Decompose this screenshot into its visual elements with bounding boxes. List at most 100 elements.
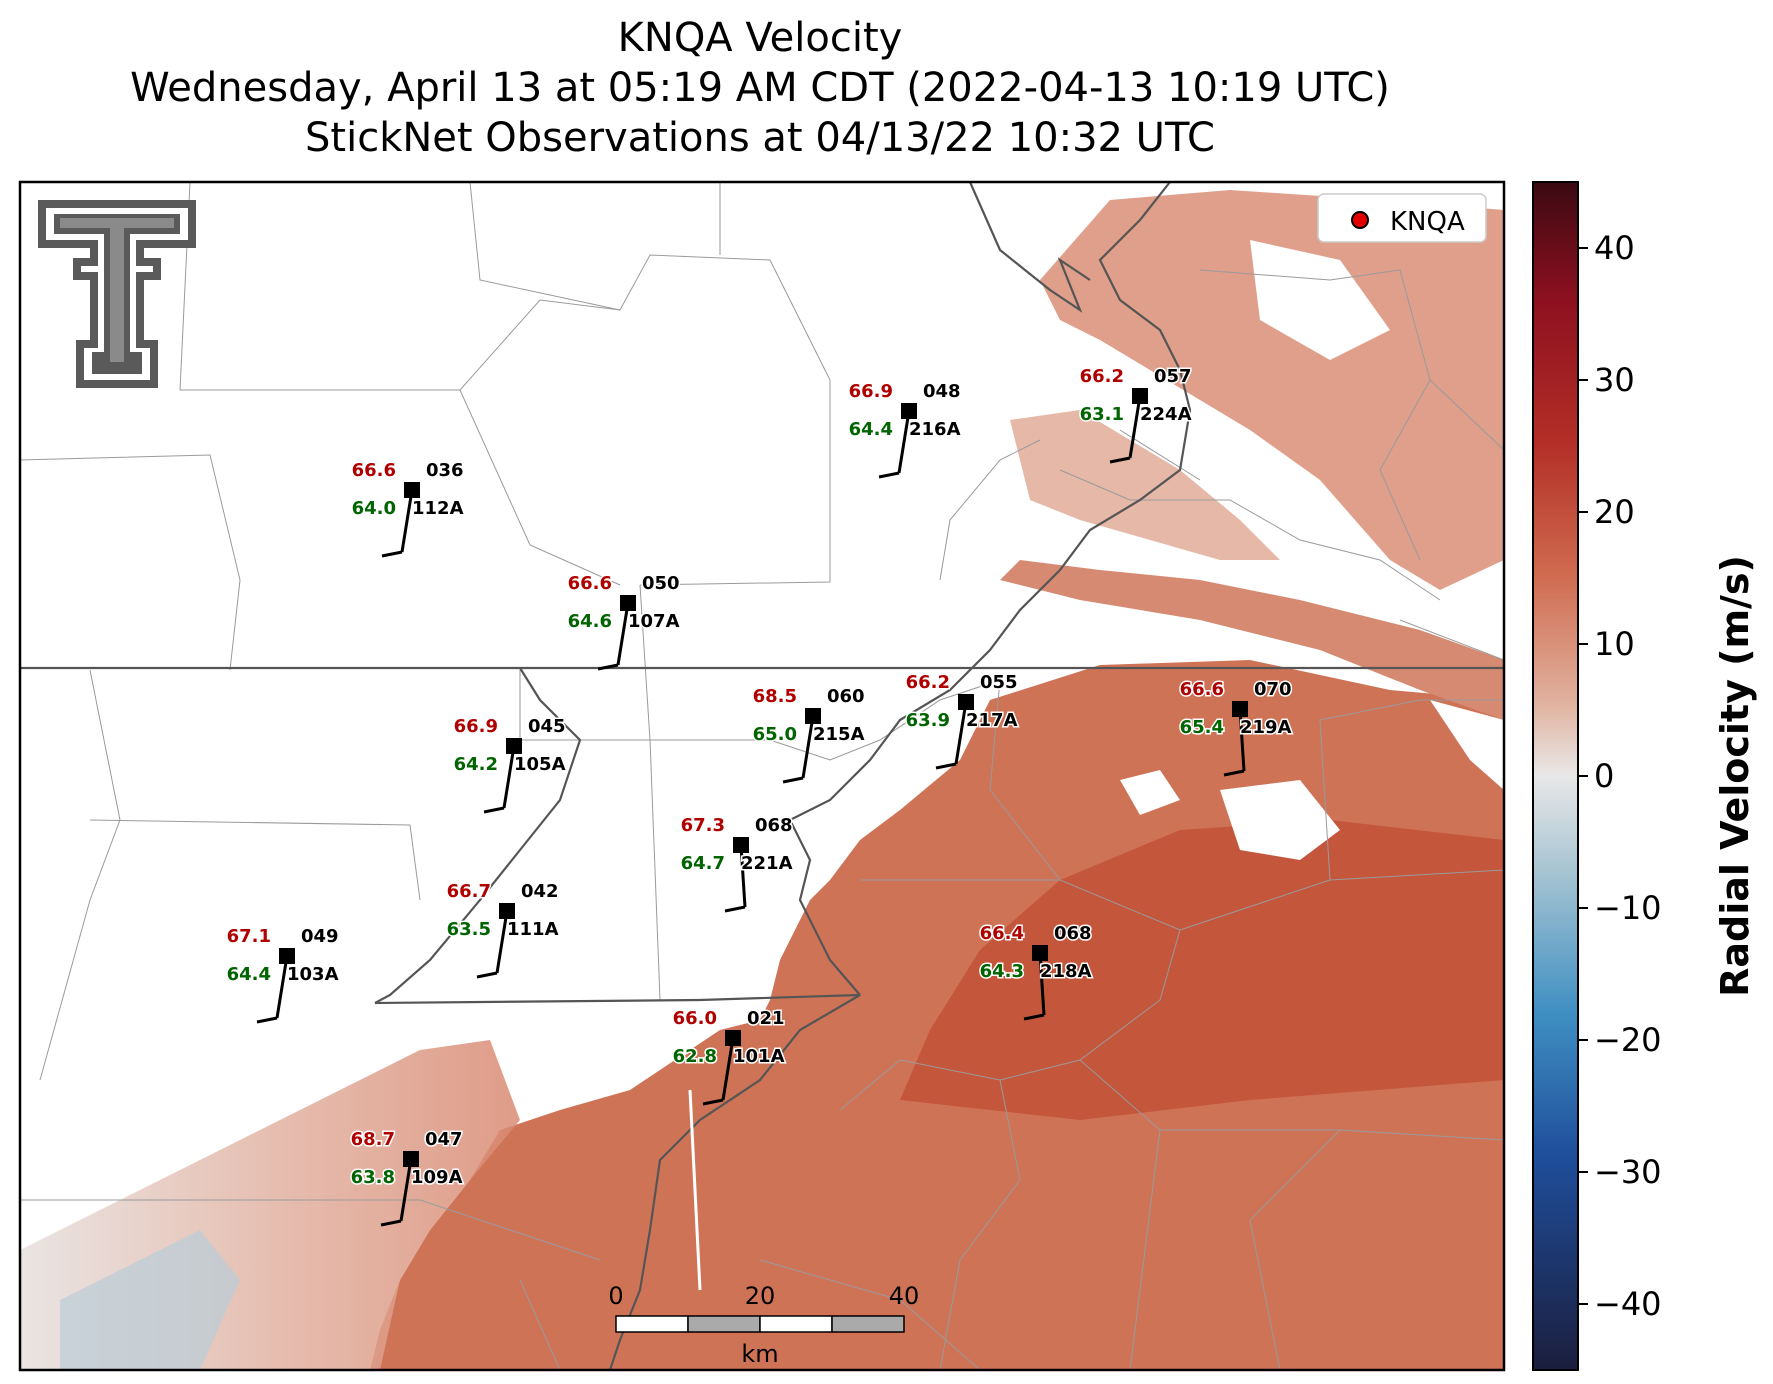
station-dewpoint: 63.9 (906, 710, 950, 731)
echo-gap (1430, 700, 1504, 790)
scale-label-0: 0 (608, 1282, 623, 1310)
station-dewpoint: 64.7 (681, 853, 725, 874)
title-line-2: Wednesday, April 13 at 05:19 AM CDT (202… (130, 65, 1390, 111)
station-219A: 66.6 070 65.4 219A (1178, 678, 1293, 777)
scale-label-40: 40 (889, 1282, 920, 1310)
station-dewpoint: 65.4 (1180, 717, 1224, 738)
station-id: 112A (412, 498, 464, 519)
station-temperature: 67.3 (681, 815, 725, 836)
wind-barb-flag (597, 663, 619, 671)
colorbar: 40 30 20 10 0 −10 −20 −30 −40 Radial Velocity (m… (1532, 181, 1757, 1371)
wind-barb-staff (721, 1037, 735, 1101)
velocity-echo-north (1010, 410, 1280, 560)
station-id: 224A (1140, 404, 1192, 425)
station-wind-direction: 042 (521, 881, 559, 902)
station-marker (506, 738, 522, 754)
station-temperature: 66.0 (673, 1008, 717, 1029)
wind-barb-staff (897, 410, 911, 474)
station-107A: 66.6 050 64.6 107A (566, 572, 681, 671)
scale-unit: km (741, 1340, 778, 1368)
station-id: 101A (733, 1046, 785, 1067)
colorbar-tick-label: 40 (1594, 229, 1635, 267)
station-221A: 67.3 068 64.7 221A (679, 814, 794, 913)
station-wind-direction: 049 (301, 926, 339, 947)
station-temperature: 66.6 (1180, 679, 1224, 700)
station-wind-direction: 045 (528, 716, 566, 737)
wind-barb-flag (1023, 1013, 1045, 1021)
station-217A: 66.2 055 63.9 217A (904, 671, 1019, 770)
station-dewpoint: 64.6 (568, 611, 612, 632)
scale-segment (687, 1315, 761, 1333)
station-id: 216A (909, 419, 961, 440)
station-wind-direction: 068 (755, 815, 793, 836)
scale-bar: 0 20 40 km (608, 1282, 919, 1368)
station-215A: 68.5 060 65.0 215A (751, 685, 866, 784)
station-id: 107A (628, 611, 680, 632)
station-109A: 68.7 047 63.8 109A (349, 1128, 464, 1227)
velocity-echo-core (900, 820, 1504, 1120)
station-wind-direction: 060 (827, 686, 865, 707)
station-wind-direction: 055 (980, 672, 1018, 693)
station-wind-direction: 021 (747, 1008, 785, 1029)
velocity-echo-band (1000, 560, 1504, 720)
colorbar-ticks: 40 30 20 10 0 −10 −20 −30 −40 (1578, 229, 1662, 1323)
scale-segment (831, 1315, 905, 1333)
velocity-echo-northeast (1040, 190, 1504, 590)
radar-radial-artifact (688, 1089, 702, 1291)
station-id: 217A (966, 710, 1018, 731)
station-216A: 66.9 048 64.4 216A (847, 380, 962, 479)
scale-segment (759, 1315, 833, 1333)
station-marker (279, 948, 295, 964)
station-marker (1232, 701, 1248, 717)
station-101A: 66.0 021 62.8 101A (671, 1007, 786, 1106)
station-temperature: 66.2 (1080, 366, 1124, 387)
station-111A: 66.7 042 63.5 111A (445, 880, 560, 979)
station-marker (620, 595, 636, 611)
wind-barb-flag (935, 762, 957, 770)
wind-barb-staff (400, 489, 414, 553)
wind-barb-staff (1238, 708, 1246, 772)
station-marker (725, 1030, 741, 1046)
station-marker (404, 482, 420, 498)
legend-marker (1351, 211, 1369, 229)
wind-barb-staff (399, 1158, 413, 1222)
sticknet-stations: 66.6 036 64.0 112A 66.9 048 64.4 216A 66.2 057 63.… (225, 365, 1293, 1227)
station-dewpoint: 63.5 (447, 919, 491, 940)
legend-label: KNQA (1390, 207, 1465, 237)
station-marker (1132, 388, 1148, 404)
station-dewpoint: 64.2 (454, 754, 498, 775)
wind-barb-flag (782, 776, 804, 784)
station-dewpoint: 63.8 (351, 1167, 395, 1188)
station-103A: 67.1 049 64.4 103A (225, 925, 340, 1024)
colorbar-tick-label: 10 (1594, 625, 1635, 663)
station-temperature: 66.2 (906, 672, 950, 693)
radar-map: KNQA 66.6 036 64.0 112A 66.9 048 64.4 216A 66.2 0… (18, 180, 1506, 1372)
wind-barb-staff (801, 715, 815, 779)
station-dewpoint: 63.1 (1080, 404, 1124, 425)
echo-gap (1250, 240, 1390, 360)
station-id: 105A (514, 754, 566, 775)
colorbar-tick-label: −20 (1594, 1021, 1662, 1059)
station-dewpoint: 64.4 (849, 419, 893, 440)
station-temperature: 67.1 (227, 926, 271, 947)
wind-barb-flag (256, 1016, 278, 1024)
wind-barb-flag (702, 1098, 724, 1106)
station-dewpoint: 64.3 (980, 961, 1024, 982)
wind-barb-staff (275, 955, 289, 1019)
colorbar-tick-label: 0 (1594, 757, 1614, 795)
wind-barb-flag (476, 971, 498, 979)
station-temperature: 68.7 (351, 1129, 395, 1150)
title-line-1: KNQA Velocity (617, 15, 903, 61)
station-temperature: 66.6 (352, 460, 396, 481)
station-id: 111A (507, 919, 559, 940)
wind-barb-staff (616, 602, 630, 666)
radar-echoes (20, 190, 1504, 1370)
station-wind-direction: 057 (1154, 366, 1192, 387)
colorbar-tick-label: −10 (1594, 889, 1662, 927)
wind-barb-staff (1128, 395, 1142, 459)
wind-barb-flag (380, 1219, 402, 1227)
map-frame (18, 180, 1506, 1372)
station-dewpoint: 64.0 (352, 498, 396, 519)
station-dewpoint: 62.8 (673, 1046, 717, 1067)
wind-barb-flag (1109, 456, 1131, 464)
